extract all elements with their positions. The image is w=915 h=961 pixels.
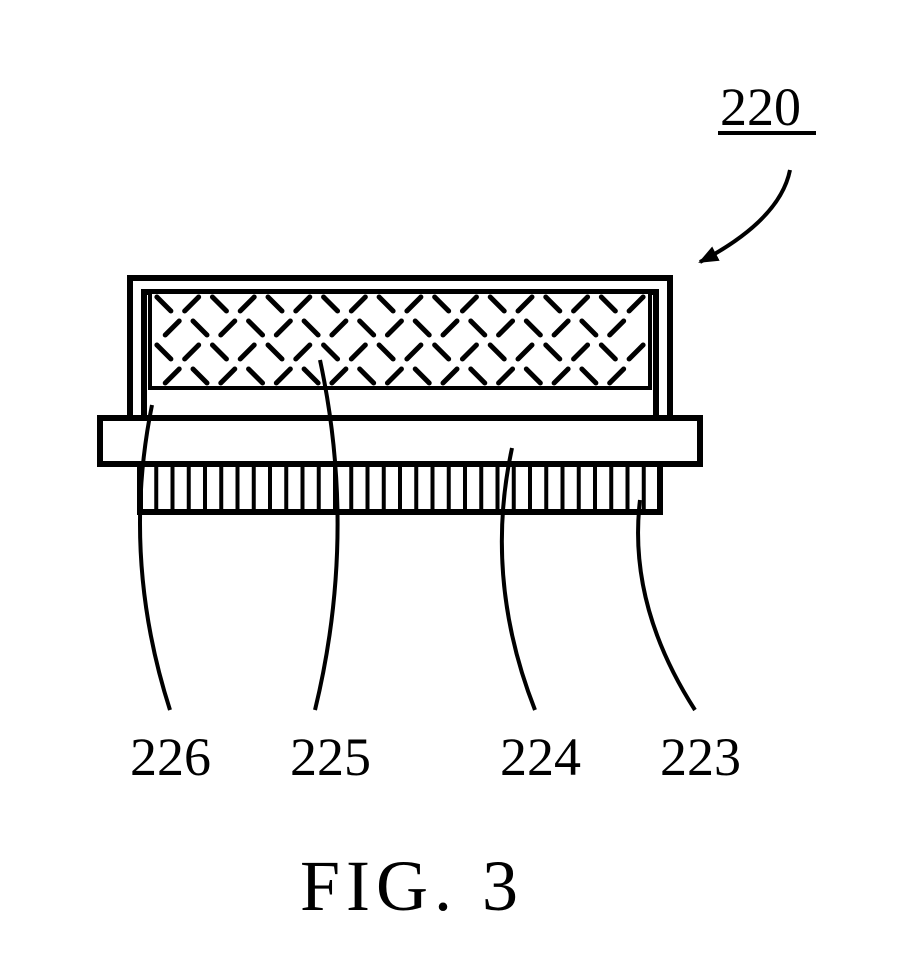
figure-caption: FIG. 3 — [300, 846, 524, 926]
label-225: 225 — [290, 727, 371, 787]
assembly-ref-number: 220 — [720, 77, 801, 137]
fin-block-223 — [140, 464, 660, 512]
label-226: 226 — [130, 727, 211, 787]
label-224: 224 — [500, 727, 581, 787]
plate-224 — [100, 418, 700, 464]
filler-225 — [150, 292, 650, 388]
label-223: 223 — [660, 727, 741, 787]
